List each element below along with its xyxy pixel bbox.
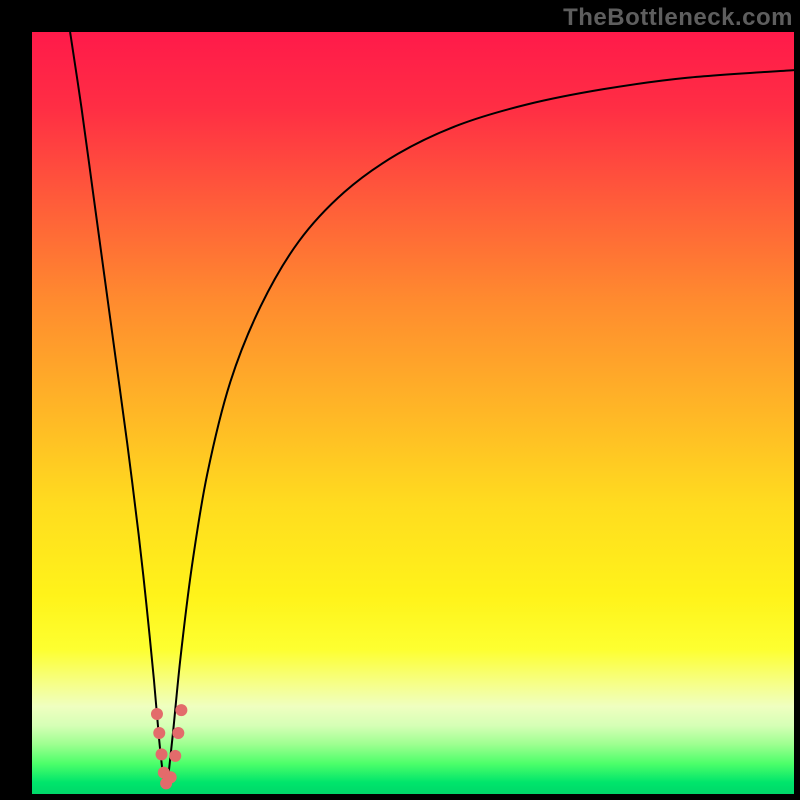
- plot-area: [32, 32, 794, 794]
- valley-dot: [156, 748, 168, 760]
- valley-dot: [165, 771, 177, 783]
- valley-dot: [169, 750, 181, 762]
- valley-dot: [172, 727, 184, 739]
- watermark-text: TheBottleneck.com: [563, 4, 793, 32]
- valley-dot: [151, 708, 163, 720]
- valley-dot: [153, 727, 165, 739]
- valley-dot: [175, 704, 187, 716]
